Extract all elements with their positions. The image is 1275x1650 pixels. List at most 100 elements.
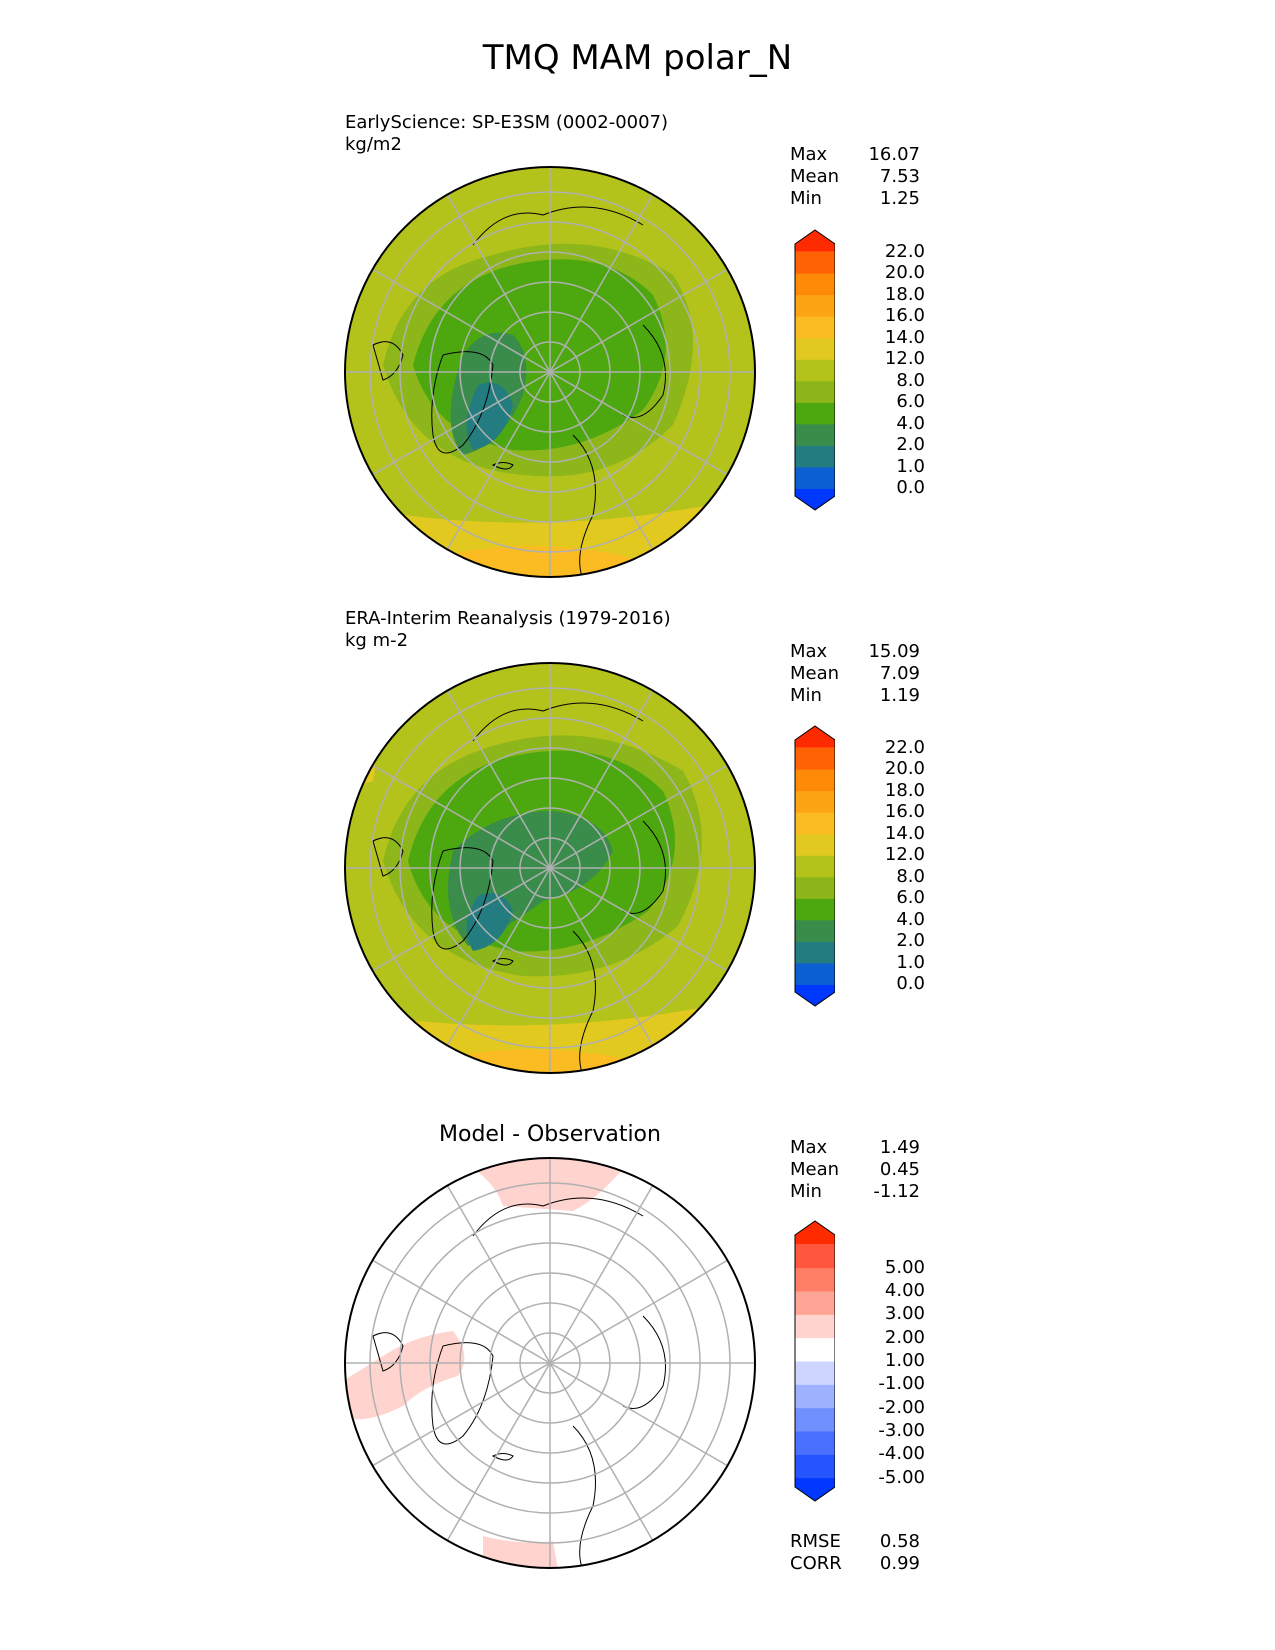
stat-max: 16.07 bbox=[868, 144, 920, 165]
stat-max-label: Max bbox=[790, 641, 828, 662]
stat-min: 1.25 bbox=[879, 188, 920, 209]
colorbar-swatch bbox=[795, 1244, 835, 1269]
map-boundary bbox=[344, 1157, 756, 1569]
panel3-stats: Max 1.49 Mean 0.45 Min -1.12 bbox=[790, 1137, 920, 1203]
coastline-siberia bbox=[622, 820, 666, 914]
corr-value: 0.99 bbox=[879, 1553, 920, 1574]
colorbar-swatch bbox=[795, 769, 835, 792]
colorbar-tick-label: 6.0 bbox=[896, 391, 925, 413]
colorbar-tick-label: 14.0 bbox=[884, 822, 925, 844]
stat-mean-label: Mean bbox=[790, 166, 840, 187]
colorbar-tick-label: 22.0 bbox=[884, 736, 925, 758]
colorbar-tick-label: 20.0 bbox=[884, 262, 925, 284]
colorbar-tick-label: -1.00 bbox=[878, 1373, 925, 1395]
coastline-baffin bbox=[372, 341, 404, 381]
colorbar-tick-label: 6.0 bbox=[896, 887, 925, 909]
colorbar-swatch bbox=[795, 380, 835, 403]
stat-mean: 7.09 bbox=[879, 663, 920, 684]
colorbar-tick-label: 16.0 bbox=[884, 801, 925, 823]
figure-title: TMQ MAM polar_N bbox=[482, 38, 793, 78]
panel1-title-line1: EarlyScience: SP-E3SM (0002-0007) bbox=[345, 112, 669, 133]
colorbar-swatch bbox=[795, 423, 835, 446]
colorbar-swatch bbox=[795, 1431, 835, 1455]
colorbar-swatch bbox=[795, 1221, 835, 1245]
coastline-greenland bbox=[431, 351, 494, 454]
colorbar-tick-label: 1.0 bbox=[896, 951, 925, 973]
panel2-polar-map bbox=[344, 662, 756, 1074]
colorbar-tick-label: 2.0 bbox=[896, 434, 925, 456]
colorbar-swatch bbox=[795, 466, 835, 489]
stat-min-label: Min bbox=[790, 1181, 822, 1202]
colorbar-tick-label: 12.0 bbox=[884, 348, 925, 370]
colorbar-swatches bbox=[794, 725, 835, 1007]
colorbar-swatch bbox=[795, 1407, 835, 1432]
colorbar-swatch bbox=[795, 876, 835, 899]
colorbar-tick-label: 0.0 bbox=[896, 477, 925, 499]
rmse-value: 0.58 bbox=[879, 1531, 920, 1552]
colorbar-swatch bbox=[795, 445, 835, 468]
stat-mean-label: Mean bbox=[790, 1159, 840, 1180]
colorbar-tick-label: 4.0 bbox=[896, 908, 925, 930]
teal-zone-greenland bbox=[466, 893, 513, 951]
colorbar-swatch bbox=[795, 855, 835, 878]
colorbar-swatches bbox=[794, 229, 835, 511]
colorbar-tick-label: -3.00 bbox=[878, 1420, 925, 1441]
panel1-polar-map bbox=[344, 166, 756, 578]
colorbar-swatch bbox=[795, 919, 835, 942]
colorbar-swatch bbox=[795, 1314, 835, 1339]
colorbar-swatch bbox=[795, 833, 835, 856]
colorbar-swatch bbox=[795, 359, 835, 382]
colorbar-tick-label: 18.0 bbox=[884, 779, 925, 801]
colorbar-tick-label: 5.00 bbox=[884, 1256, 925, 1278]
colorbar-swatch bbox=[795, 1291, 835, 1315]
panel2-units: kg m-2 bbox=[345, 630, 409, 651]
coastline-iceland bbox=[491, 462, 514, 470]
stat-min-label: Min bbox=[790, 188, 822, 209]
coastline-baffin bbox=[372, 837, 404, 877]
colorbar-swatch bbox=[795, 294, 835, 317]
colorbar-tick-label: 12.0 bbox=[884, 844, 925, 866]
colorbar-swatch bbox=[795, 747, 835, 770]
colorbar-swatch bbox=[795, 962, 835, 985]
panel2-title: ERA-Interim Reanalysis (1979-2016) kg m-… bbox=[345, 608, 671, 652]
coastline-canada bbox=[472, 702, 644, 742]
panel1-units: kg/m2 bbox=[345, 134, 402, 155]
panel1-stats: Max 16.07 Mean 7.53 Min 1.25 bbox=[790, 144, 920, 210]
stat-max: 15.09 bbox=[868, 641, 920, 662]
colorbar-swatch bbox=[795, 812, 835, 835]
warm-band-nw bbox=[345, 185, 375, 275]
warm-band-nw bbox=[345, 701, 375, 791]
colorbar-tick-label: 4.00 bbox=[884, 1280, 925, 1301]
colorbar-tick-label: 14.0 bbox=[884, 326, 925, 348]
colorbar-tick-label: -4.00 bbox=[878, 1443, 925, 1465]
colorbar-swatch bbox=[795, 1267, 835, 1292]
graticule bbox=[345, 1158, 755, 1568]
colorbar-swatch bbox=[795, 941, 835, 964]
colorbar-tick-label: 1.00 bbox=[884, 1350, 925, 1371]
stat-mean-label: Mean bbox=[790, 663, 840, 684]
colorbar-tick-label: 18.0 bbox=[884, 283, 925, 305]
colorbar-swatch bbox=[795, 1477, 835, 1501]
colorbar-tick-label: 2.00 bbox=[884, 1326, 925, 1348]
colorbar-swatch bbox=[795, 402, 835, 425]
coastline-siberia bbox=[622, 1315, 666, 1409]
panel2-colorbar: 0.0 1.0 2.0 4.0 6.0 8.0 12.0 14.0 16.0 18.0 20.0 22… bbox=[785, 716, 925, 1016]
coastline-canada bbox=[472, 206, 644, 246]
coastline-iceland bbox=[491, 958, 514, 966]
colorbar-tick-label: 20.0 bbox=[884, 758, 925, 780]
coastline-baffin bbox=[372, 1332, 404, 1372]
colorbar-swatch bbox=[795, 488, 835, 510]
panel3-polar-map bbox=[344, 1157, 756, 1569]
colorbar-tick-label: 22.0 bbox=[884, 240, 925, 262]
colorbar-outline bbox=[794, 725, 835, 1007]
colorbar-tick-label: 0.0 bbox=[896, 973, 925, 995]
colorbar-swatch bbox=[795, 984, 835, 1006]
stat-min: -1.12 bbox=[873, 1181, 920, 1202]
stat-max-label: Max bbox=[790, 144, 828, 165]
colorbar-swatches bbox=[794, 1220, 835, 1502]
colorbar-tick-label: -5.00 bbox=[878, 1466, 925, 1488]
stat-min-label: Min bbox=[790, 685, 822, 706]
colorbar-tick-label: 2.0 bbox=[896, 930, 925, 952]
colorbar-tick-label: 4.0 bbox=[896, 412, 925, 434]
colorbar-swatch bbox=[795, 273, 835, 296]
